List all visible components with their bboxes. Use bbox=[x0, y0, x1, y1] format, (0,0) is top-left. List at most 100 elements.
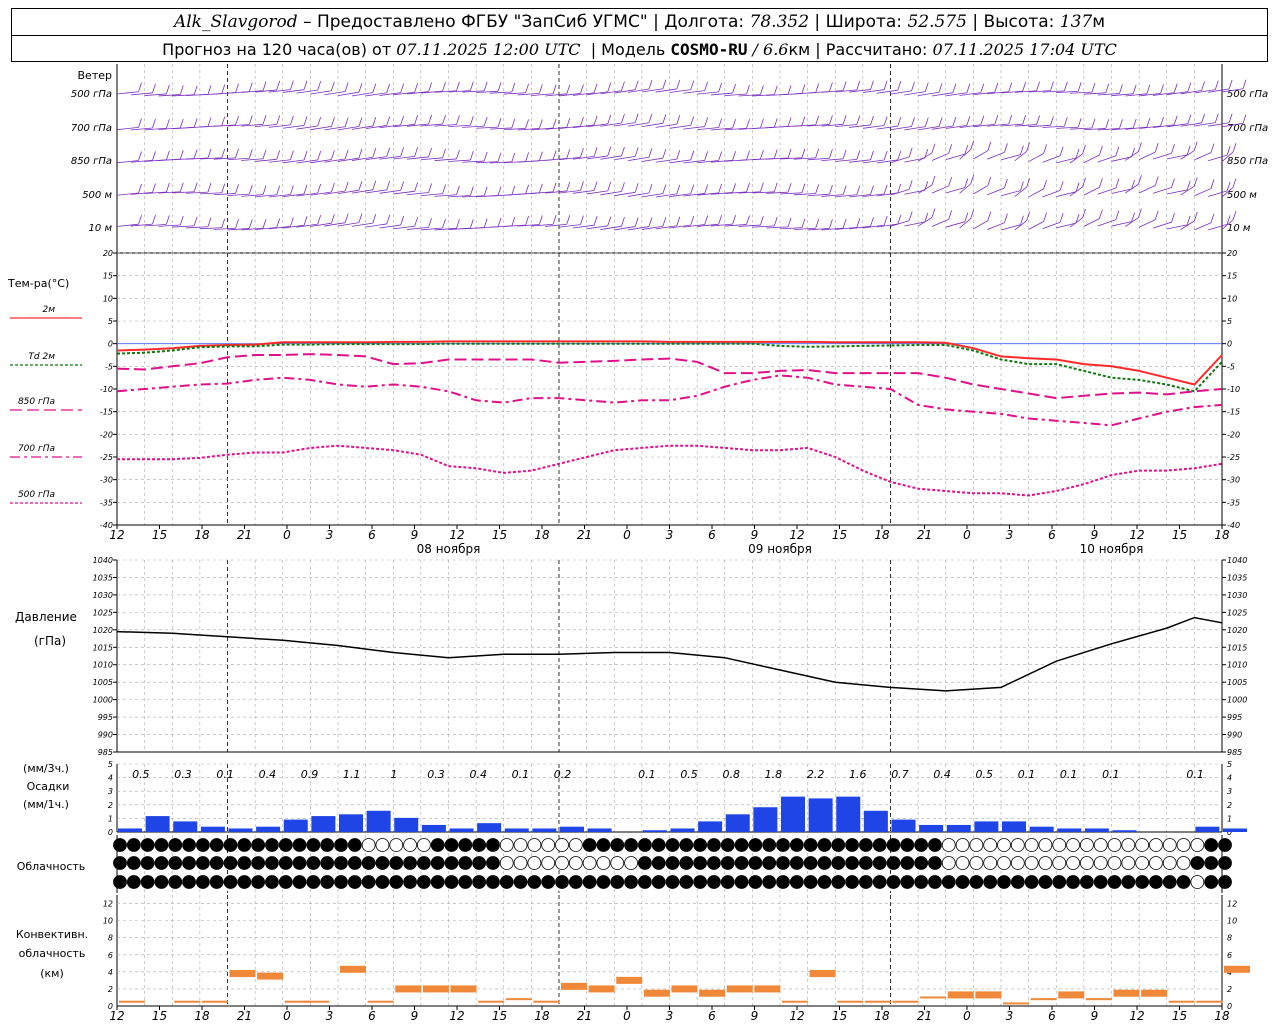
precip-bar bbox=[145, 816, 170, 832]
precip-bar bbox=[946, 824, 971, 832]
wind-barb-staff bbox=[821, 194, 844, 197]
precip-bar bbox=[1084, 828, 1109, 832]
cloud-cover-symbol bbox=[1093, 875, 1108, 889]
wind-barb-staff bbox=[973, 123, 995, 128]
cloud-cover-symbol bbox=[527, 838, 542, 852]
wind-barb-flag bbox=[938, 117, 943, 127]
conv-cloud-bar bbox=[1224, 965, 1250, 973]
cloud-cover-symbol bbox=[1079, 875, 1094, 889]
wind-barb-staff bbox=[904, 157, 925, 163]
wind-barb-flag bbox=[1193, 141, 1198, 151]
wind-barb-flag bbox=[1187, 82, 1192, 92]
cloud-cover-symbol bbox=[624, 838, 638, 852]
wind-barb-flag bbox=[317, 183, 322, 194]
wind-barb-staff bbox=[282, 193, 305, 198]
wind-barb-flag bbox=[497, 186, 502, 196]
wind-barb-flag bbox=[400, 215, 405, 226]
temp-ytick-label-right: -10 bbox=[1227, 385, 1240, 394]
cloud-cover-symbol bbox=[195, 875, 210, 889]
wind-barb-flag bbox=[1226, 215, 1231, 225]
cloud-cover-symbol bbox=[237, 856, 252, 870]
wind-barb-flag bbox=[732, 215, 736, 225]
bottom-xtick-label: 0 bbox=[963, 1009, 971, 1023]
conv-cloud-bar bbox=[671, 985, 698, 993]
precip-3h-label: 0.5 bbox=[976, 768, 994, 781]
wind-barb-flag bbox=[787, 148, 792, 159]
wind-barb-flag bbox=[483, 218, 488, 228]
wind-barb-staff bbox=[1056, 157, 1077, 164]
wind-barb-staff bbox=[379, 124, 401, 129]
wind-barb-staff bbox=[724, 127, 747, 131]
wind-barb-flag bbox=[593, 83, 598, 93]
wind-barb-staff bbox=[572, 92, 595, 96]
wind-barb-flag bbox=[1063, 117, 1068, 127]
wind-barb-staff bbox=[199, 192, 222, 195]
wind-barb-flag bbox=[289, 80, 294, 90]
temp-xtick-label: 12 bbox=[109, 528, 124, 542]
wind-barb-flag bbox=[525, 216, 529, 226]
cloud-cover-symbol bbox=[182, 838, 196, 852]
prec-ytick-label-right: 1 bbox=[1227, 814, 1232, 823]
wind-barb-staff bbox=[420, 90, 443, 94]
temp-series-1 bbox=[116, 342, 1223, 393]
wind-barb-flag bbox=[317, 80, 322, 91]
wind-barb-staff bbox=[959, 149, 971, 160]
wind-barb-flag bbox=[829, 149, 833, 159]
wind-barb-staff bbox=[448, 124, 471, 128]
cloud-cover-symbol bbox=[1176, 875, 1191, 889]
wind-barb-flag bbox=[948, 144, 953, 154]
wind-barb-staff bbox=[904, 126, 926, 131]
wind-barb-flag bbox=[303, 116, 308, 126]
precip-3h-label: 0.5 bbox=[132, 768, 150, 781]
temp-xtick-label: 0 bbox=[963, 528, 971, 542]
wind-barb-flag bbox=[842, 185, 847, 195]
precip-3h-label: 0.3 bbox=[427, 768, 445, 781]
wind-barb-staff bbox=[517, 92, 540, 96]
wind-barb-staff bbox=[116, 223, 139, 227]
wind-barb-staff bbox=[130, 223, 153, 227]
cloud-cover-symbol bbox=[831, 875, 846, 889]
wind-barb-staff bbox=[268, 194, 291, 198]
wind-barb-flag bbox=[787, 217, 792, 228]
wind-barb-staff bbox=[862, 159, 885, 164]
wind-barb-staff bbox=[379, 189, 401, 194]
wind-barb-staff bbox=[710, 159, 733, 163]
wind-barb-flag bbox=[152, 183, 156, 193]
wind-barb-flag bbox=[1043, 179, 1048, 189]
temp-xtick-label: 15 bbox=[492, 528, 507, 542]
cloud-cover-symbol bbox=[928, 838, 942, 852]
wind-barb-staff bbox=[655, 225, 677, 230]
wind-barb-flag bbox=[829, 115, 833, 125]
wind-barb-staff bbox=[945, 125, 967, 129]
wind-barb-flag bbox=[870, 115, 874, 126]
temp-xtick-label: 9 bbox=[751, 528, 759, 542]
wind-barb-flag bbox=[676, 115, 681, 125]
wind-barb-flag bbox=[152, 214, 156, 225]
resolution-value: 6.6 bbox=[763, 39, 789, 59]
cloud-cover-symbol bbox=[1176, 856, 1191, 870]
precip-3h-label: 0.1 bbox=[1102, 768, 1120, 781]
conv-cloud-bar bbox=[975, 991, 1002, 999]
temp-xtick-label: 3 bbox=[326, 528, 334, 542]
wind-barb-staff bbox=[697, 160, 719, 164]
cloud-cover-symbol bbox=[389, 856, 404, 870]
wind-barb-staff bbox=[862, 193, 885, 198]
wind-barb-staff bbox=[1111, 156, 1132, 162]
wind-barb-flag bbox=[787, 183, 792, 193]
cloud-cover-symbol bbox=[375, 838, 390, 852]
wind-barb-flag bbox=[1187, 114, 1192, 124]
wind-barb-staff bbox=[407, 91, 429, 95]
wind-barb-flag bbox=[908, 180, 913, 190]
wind-barb-flag bbox=[538, 215, 543, 225]
wind-barb-staff bbox=[572, 124, 595, 129]
temp-series-2 bbox=[116, 353, 1223, 400]
conv-ytick-label-right: 12 bbox=[1227, 900, 1237, 909]
wind-barb-staff bbox=[849, 159, 871, 163]
wind-barb-flag bbox=[1115, 178, 1120, 189]
wind-barb-flag bbox=[924, 212, 929, 223]
wind-barb-flag bbox=[732, 83, 736, 94]
cloud-cover-symbol bbox=[651, 856, 666, 870]
bottom-xtick-label: 3 bbox=[326, 1009, 334, 1023]
wind-barb-flag bbox=[344, 149, 349, 160]
pres-ytick-label-left: 1035 bbox=[93, 573, 113, 582]
